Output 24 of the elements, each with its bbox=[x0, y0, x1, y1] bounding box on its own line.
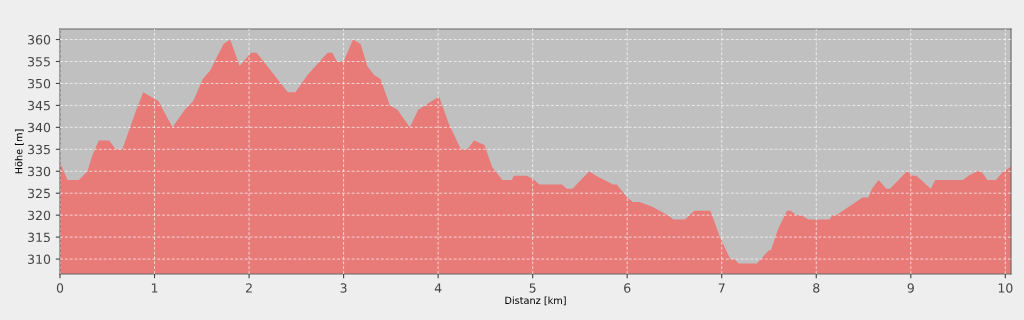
x-tick-label: 3 bbox=[340, 283, 347, 293]
x-tick-label: 4 bbox=[434, 283, 442, 293]
y-tick-label: 310 bbox=[28, 254, 51, 264]
y-tick-label: 330 bbox=[28, 166, 51, 177]
x-axis-title: Distanz [km] bbox=[505, 296, 566, 306]
x-tick-label: 9 bbox=[907, 283, 914, 293]
x-tick-label: 8 bbox=[813, 283, 820, 293]
x-tick-label: 1 bbox=[151, 283, 158, 293]
y-tick-label: 350 bbox=[28, 78, 51, 89]
y-tick-label: 315 bbox=[28, 232, 50, 243]
y-tick-label: 360 bbox=[28, 35, 51, 45]
x-tick-label: 2 bbox=[246, 283, 252, 293]
x-tick-label: 0 bbox=[56, 283, 64, 293]
x-tick-label: 7 bbox=[718, 283, 725, 293]
y-tick-label: 320 bbox=[28, 210, 51, 221]
x-tick-label: 6 bbox=[624, 283, 631, 293]
x-tick-label: 10 bbox=[998, 283, 1013, 293]
y-tick-label: 335 bbox=[28, 144, 50, 155]
y-axis-title: Höhe [m] bbox=[14, 129, 24, 174]
y-tick-label: 355 bbox=[28, 56, 50, 67]
y-tick-label: 345 bbox=[28, 100, 50, 111]
y-tick-label: 340 bbox=[28, 122, 51, 133]
x-tick-label: 5 bbox=[529, 283, 536, 293]
y-tick-label: 325 bbox=[28, 188, 50, 199]
